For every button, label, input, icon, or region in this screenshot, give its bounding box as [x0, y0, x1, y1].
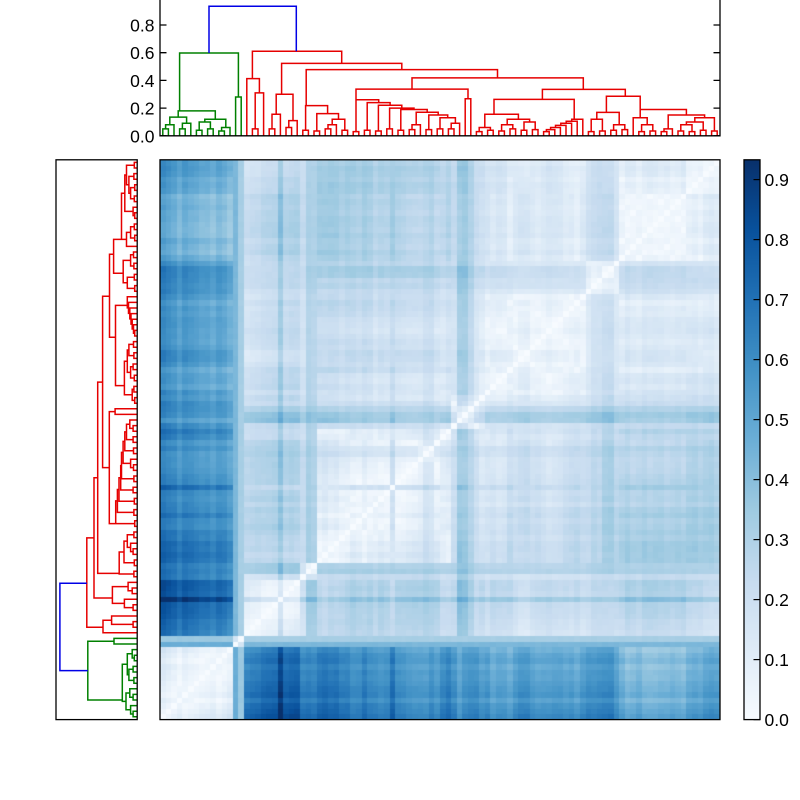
- svg-text:0.9: 0.9: [765, 170, 789, 190]
- svg-text:0.4: 0.4: [765, 470, 790, 490]
- svg-text:0.8: 0.8: [130, 16, 154, 36]
- svg-text:0.0: 0.0: [765, 710, 790, 730]
- svg-text:0.1: 0.1: [765, 650, 789, 670]
- svg-text:0.6: 0.6: [130, 43, 154, 63]
- svg-text:0.6: 0.6: [765, 350, 789, 370]
- svg-text:0.0: 0.0: [130, 126, 155, 146]
- svg-text:0.2: 0.2: [130, 99, 154, 119]
- svg-text:0.4: 0.4: [130, 71, 155, 91]
- svg-text:0.2: 0.2: [765, 590, 789, 610]
- svg-text:0.8: 0.8: [765, 230, 789, 250]
- svg-text:0.5: 0.5: [765, 410, 789, 430]
- svg-text:0.3: 0.3: [765, 530, 789, 550]
- svg-text:0.7: 0.7: [765, 290, 789, 310]
